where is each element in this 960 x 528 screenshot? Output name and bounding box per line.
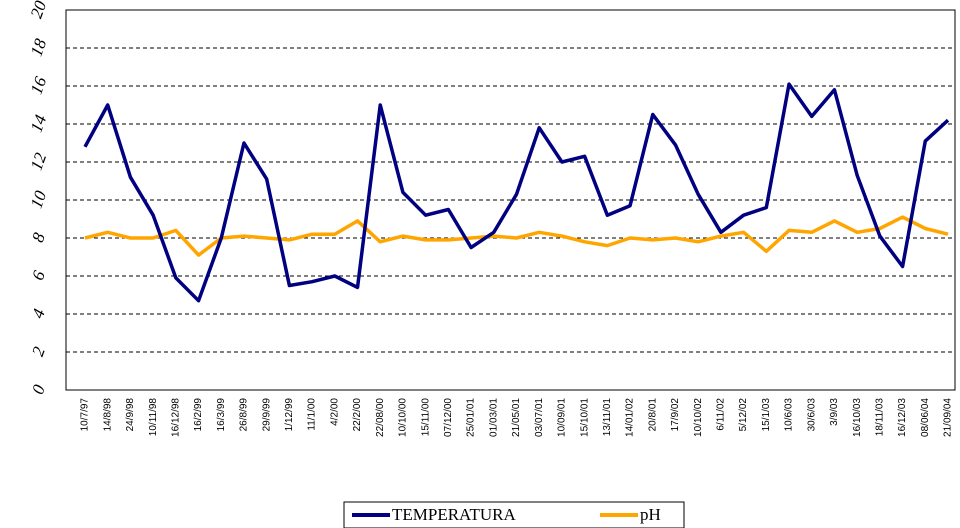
x-tick-label: 21/05/01 (511, 398, 522, 437)
x-tick-label: 15/1/03 (761, 398, 772, 432)
y-tick-label: 12 (27, 150, 51, 173)
x-tick-label: 24/9/98 (125, 398, 136, 432)
x-tick-label: 13/11/01 (602, 398, 613, 437)
x-tick-label: 16/12/03 (897, 398, 908, 437)
x-tick-label: 18/11/03 (875, 398, 886, 437)
x-tick-label: 30/6/03 (806, 398, 817, 432)
x-tick-label: 10/10/00 (398, 398, 409, 437)
y-tick-label: 20 (27, 0, 51, 21)
x-tick-label: 4/2/00 (329, 398, 340, 426)
y-tick-label: 14 (27, 112, 51, 135)
x-tick-label: 29/9/99 (261, 398, 272, 432)
x-tick-label: 6/11/02 (716, 398, 727, 431)
x-tick-label: 16/10/03 (852, 398, 863, 437)
x-tick-label: 20/8/01 (647, 398, 658, 432)
x-tick-label: 10/11/98 (148, 398, 159, 437)
x-tick-label: 10/10/02 (693, 398, 704, 437)
series-line (83, 82, 950, 303)
x-tick-label: 03/07/01 (534, 398, 545, 437)
x-tick-label: 1/12/99 (284, 398, 295, 432)
x-tick-label: 26/8/99 (239, 398, 250, 432)
x-tick-label: 5/12/02 (738, 398, 749, 432)
y-tick-label: 18 (27, 36, 51, 59)
y-tick-label: 8 (28, 230, 49, 245)
x-tick-label: 14/01/02 (625, 398, 636, 437)
x-tick-label: 25/01/01 (466, 398, 477, 437)
x-tick-label: 17/9/02 (670, 398, 681, 432)
series-line (84, 215, 949, 257)
x-tick-label: 08/06/04 (920, 398, 931, 437)
x-tick-label: 16/3/99 (216, 398, 227, 432)
x-tick-label: 16/12/98 (170, 398, 181, 437)
x-tick-label: 15/11/00 (420, 398, 431, 437)
y-tick-label: 6 (28, 268, 49, 283)
x-tick-label: 10/6/03 (784, 398, 795, 432)
x-tick-label: 01/03/01 (488, 398, 499, 437)
x-tick-label: 15/10/01 (579, 398, 590, 437)
y-tick-label: 0 (28, 382, 49, 397)
x-tick-label: 3/9/03 (829, 398, 840, 426)
y-tick-label: 2 (28, 344, 49, 359)
x-tick-label: 10/7/97 (80, 398, 91, 432)
legend: TEMPERATURA pH (343, 501, 685, 528)
legend-label: TEMPERATURA (392, 505, 516, 524)
x-tick-label: 11/1/00 (307, 398, 318, 431)
x-tick-label: 10/09/01 (557, 398, 568, 437)
x-tick-label: 16/2/99 (193, 398, 204, 432)
x-tick-label: 21/09/04 (943, 398, 954, 437)
x-tick-label: 22/2/00 (352, 398, 363, 432)
x-tick-label: 07/12/00 (443, 398, 454, 437)
x-tick-label: 22/08/00 (375, 398, 386, 437)
y-tick-label: 4 (28, 306, 49, 321)
y-tick-label: 16 (27, 74, 51, 97)
x-tick-label: 14/8/98 (102, 398, 113, 432)
legend-label: pH (640, 505, 661, 524)
y-tick-label: 10 (27, 188, 51, 211)
